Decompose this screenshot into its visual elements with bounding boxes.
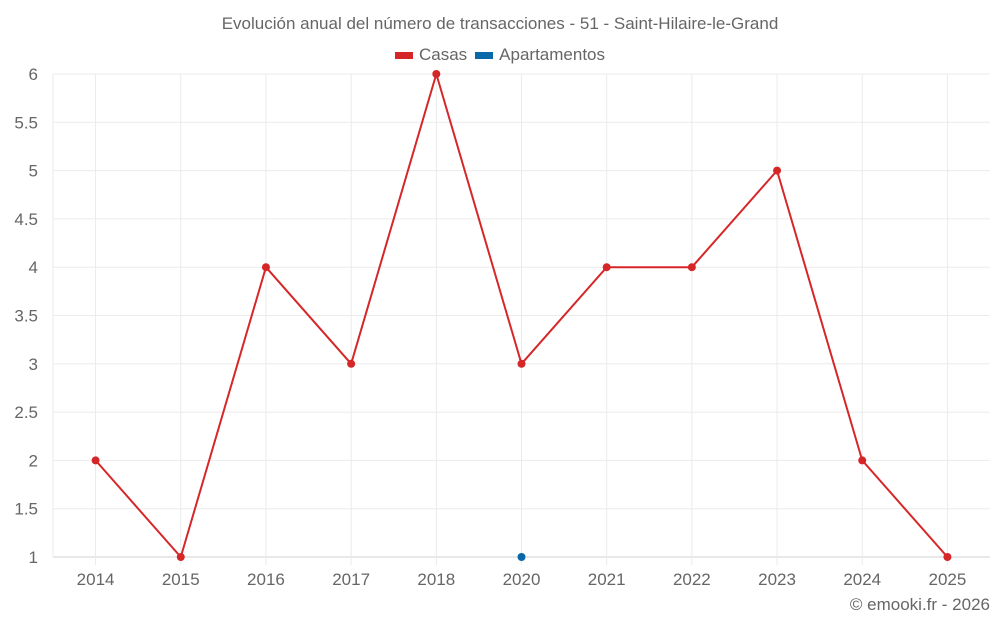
legend-item-casas[interactable]: Casas: [394, 45, 468, 65]
data-point[interactable]: [943, 553, 952, 561]
x-tick-label: 2014: [77, 570, 115, 589]
data-point[interactable]: [517, 359, 526, 368]
y-tick-label: 1.5: [14, 500, 38, 519]
x-tick-label: 2022: [673, 570, 711, 589]
apartamentos-swatch-icon: [475, 51, 494, 59]
data-point[interactable]: [602, 263, 611, 272]
y-tick-label: 3.5: [14, 307, 38, 326]
credit-text: © emooki.fr - 2026: [849, 595, 990, 614]
legend-label: Casas: [418, 45, 468, 64]
data-point[interactable]: [261, 263, 270, 272]
data-point[interactable]: [858, 456, 867, 465]
chart-title: Evolución anual del número de transaccio…: [221, 14, 779, 33]
data-point[interactable]: [91, 456, 100, 465]
data-point[interactable]: [347, 359, 356, 368]
y-tick-label: 4: [29, 258, 38, 277]
data-point[interactable]: [517, 553, 526, 561]
y-tick-label: 5.5: [14, 113, 38, 132]
x-tick-label: 2015: [162, 570, 200, 589]
x-tick-label: 2020: [503, 570, 541, 589]
y-tick-label: 5: [29, 162, 38, 181]
x-tick-label: 2021: [588, 570, 626, 589]
x-tick-label: 2018: [417, 570, 455, 589]
y-tick-label: 1: [29, 548, 38, 567]
legend: Casas Apartamentos: [0, 45, 1000, 65]
data-point[interactable]: [687, 263, 696, 272]
x-tick-label: 2025: [928, 570, 966, 589]
data-point[interactable]: [176, 553, 185, 561]
x-tick-label: 2023: [758, 570, 796, 589]
y-tick-label: 2: [29, 451, 38, 470]
y-tick-label: 3: [29, 355, 38, 374]
y-tick-label: 4.5: [14, 210, 38, 229]
legend-label: Apartamentos: [499, 45, 606, 64]
x-tick-label: 2017: [332, 570, 370, 589]
x-tick-label: 2024: [843, 570, 881, 589]
casas-swatch-icon: [394, 51, 413, 59]
data-point[interactable]: [432, 70, 441, 78]
x-tick-label: 2016: [247, 570, 285, 589]
y-tick-label: 2.5: [14, 403, 38, 422]
data-point[interactable]: [773, 166, 782, 175]
y-tick-label: 6: [29, 65, 38, 84]
legend-item-apartamentos[interactable]: Apartamentos: [475, 45, 605, 65]
